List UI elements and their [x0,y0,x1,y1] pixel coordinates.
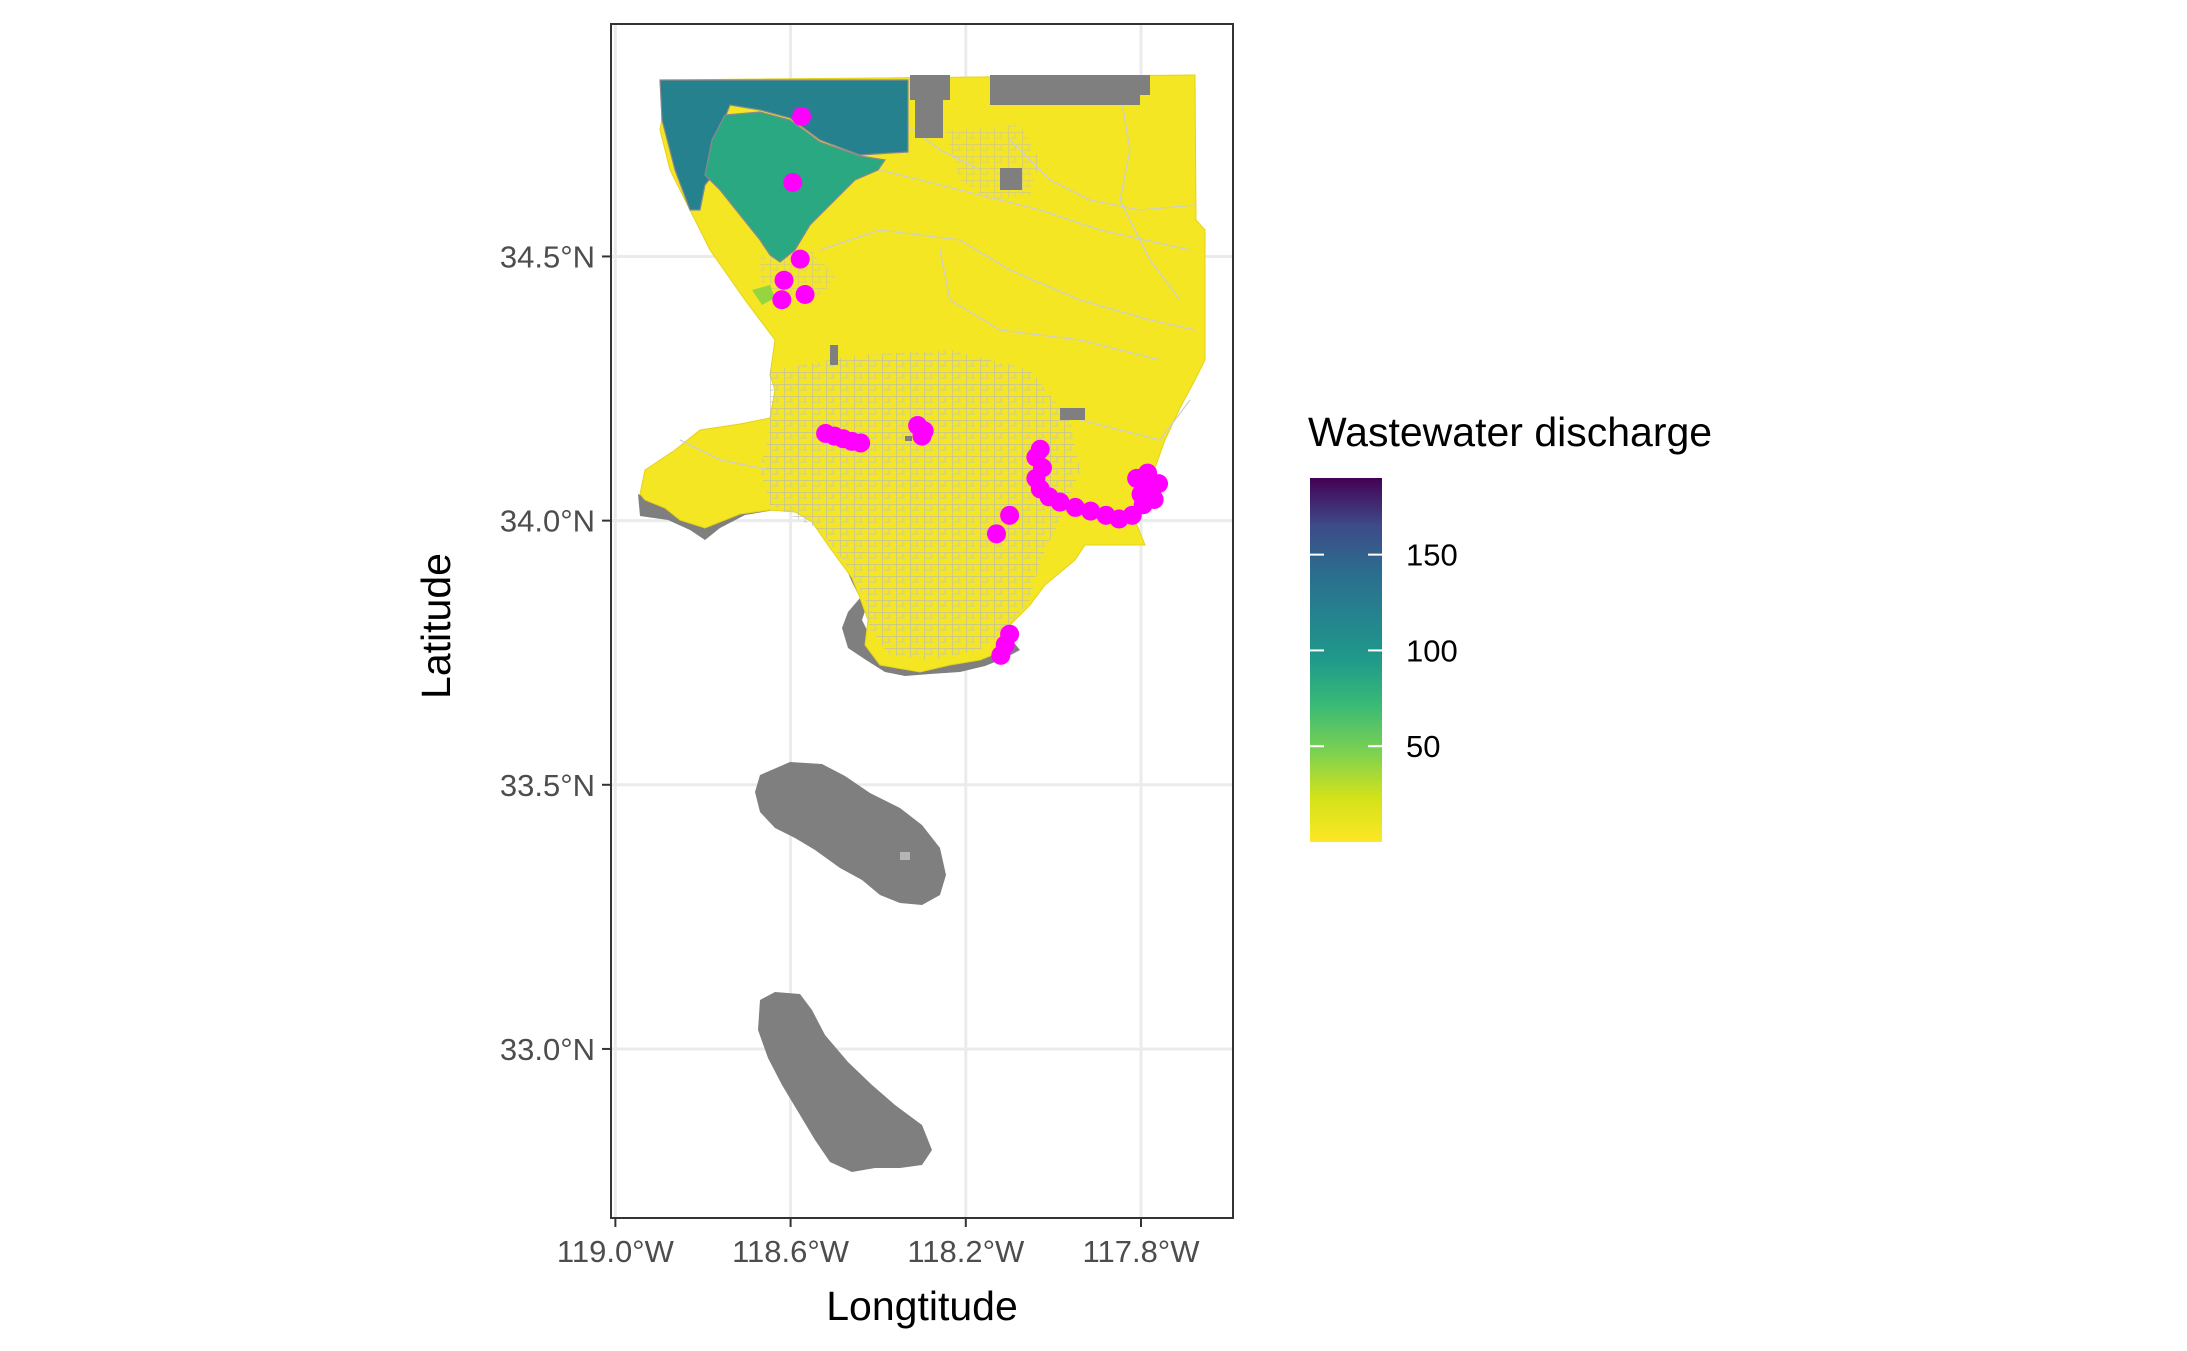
discharge-point [986,524,1006,544]
discharge-point [1000,505,1020,525]
y-tick-label: 33.0°N [500,1032,595,1067]
x-axis-title: Longtitude [826,1283,1018,1329]
discharge-point [795,284,815,304]
x-tick-label: 117.8°W [1083,1234,1201,1269]
island-san-clemente [758,992,932,1172]
legend: Wastewater discharge 150 100 50 [1308,409,1712,842]
x-tick-label: 118.6°W [732,1234,850,1269]
legend-title: Wastewater discharge [1308,409,1712,455]
discharge-point [912,426,932,446]
discharge-point [1149,474,1169,494]
discharge-point [774,270,794,290]
discharge-point [1081,501,1101,521]
region-boundaries [679,89,1196,471]
legend-break-label: 100 [1406,633,1458,668]
discharge-point [792,106,812,126]
x-tick-label: 119.0°W [557,1234,675,1269]
map-layers [638,74,1206,1172]
discharge-point [1127,468,1147,488]
discharge-point [1131,484,1151,504]
discharge-point [790,249,810,269]
legend-colorbar [1310,478,1382,842]
legend-break-label: 150 [1406,538,1458,573]
discharge-points [772,106,1169,665]
discharge-point [851,433,871,453]
region-small-green [752,285,775,305]
panel-border [610,23,1234,1219]
y-tick-label: 33.5°N [500,768,595,803]
discharge-point [1065,497,1085,517]
y-axis-title: Latitude [413,553,459,699]
discharge-point [1050,492,1070,512]
island-catalina [755,762,946,905]
y-tick-label: 34.0°N [500,504,595,539]
discharge-point [1000,624,1020,644]
discharge-point [783,172,803,192]
legend-breaks: 150 100 50 [1310,538,1458,764]
x-tick-label: 118.2°W [907,1234,1025,1269]
discharge-point [772,290,792,310]
island-small-structure [900,852,910,860]
no-data-parcels [830,75,1150,441]
axis-ticks: 119.0°W 118.6°W 118.2°W 117.8°W 34.5°N 34.0°N… [500,239,1200,1269]
y-tick-label: 34.5°N [500,239,595,274]
urban-tracts [760,350,1080,660]
legend-break-label: 50 [1406,729,1440,764]
